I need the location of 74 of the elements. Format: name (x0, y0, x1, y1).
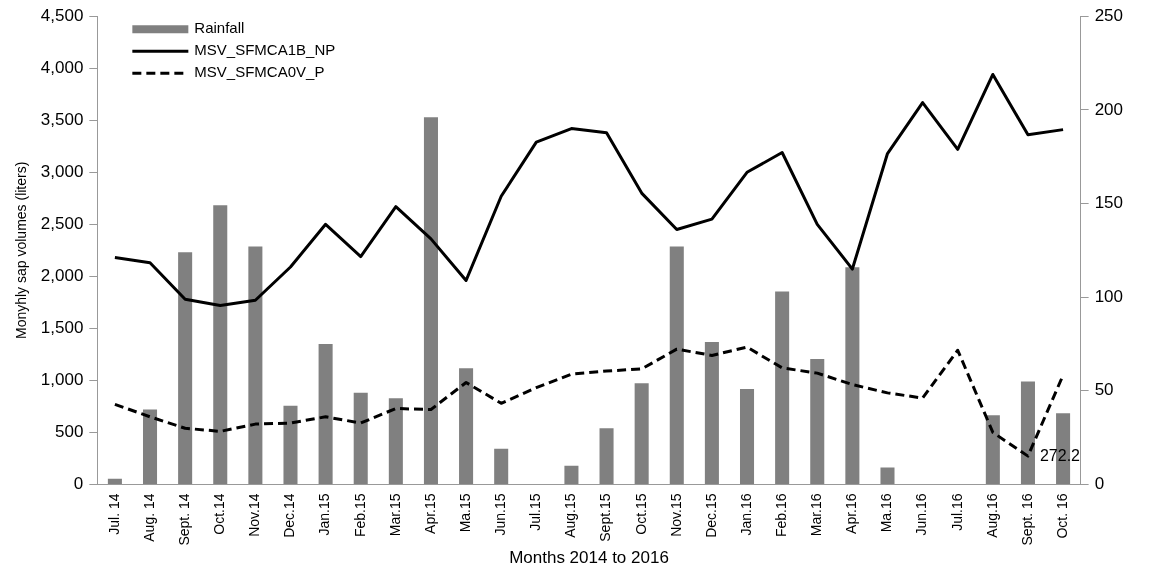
y-tick-label: 2,500 (40, 214, 84, 233)
bar (985, 415, 1000, 484)
x-tick-label: Mar.16 (808, 493, 825, 537)
y-axis-title: Monyhly sap volumes (liters) (13, 161, 30, 340)
bar (669, 246, 684, 484)
x-tick-label: Feb.15 (351, 493, 368, 538)
y-tick-label: 2,000 (40, 266, 84, 286)
bar (775, 291, 790, 484)
x-tick-label: Jun.16 (913, 493, 930, 536)
y-tick-label: 500 (54, 422, 84, 442)
x-tick-label: Aug.16 (983, 493, 1000, 538)
bar (740, 388, 755, 484)
bar (213, 205, 228, 484)
x-tick-label: Jan.16 (737, 493, 754, 536)
y2-tick-label: 0 (1094, 474, 1105, 494)
y-tick-label: 4,500 (40, 5, 84, 25)
bar (107, 478, 122, 484)
bar (494, 448, 509, 484)
bar (810, 358, 825, 484)
x-tick-label: Oct.15 (632, 493, 649, 535)
legend-label: Rainfall (194, 19, 245, 37)
x-axis-title: Months 2014 to 2016 (509, 548, 669, 568)
x-tick-label: Jun.15 (492, 493, 509, 536)
x-tick-label: Sept.15 (597, 493, 614, 542)
legend-label: MSV_SFMCA0V_P (194, 63, 325, 81)
x-tick-label: Jul.15 (527, 493, 544, 531)
bar (388, 398, 403, 484)
x-tick-label: Aug.15 (562, 493, 579, 538)
x-tick-label: Dec.15 (702, 493, 719, 538)
bar (845, 267, 860, 484)
x-tick-label: Sept. 14 (176, 493, 192, 546)
legend-label: MSV_SFMCA1B_NP (194, 41, 336, 59)
x-tick-label: Jul. 14 (105, 493, 122, 535)
x-tick-label: Jan.15 (316, 493, 333, 536)
bar (599, 428, 614, 484)
y-tick-label: 3,000 (40, 161, 84, 181)
bar (283, 405, 298, 484)
x-tick-label: Nov.14 (246, 493, 263, 537)
bar (1020, 381, 1035, 484)
x-tick-label: Ma.16 (878, 493, 895, 533)
bar (318, 343, 333, 484)
y-tick-label: 3,500 (40, 109, 84, 129)
y2-tick-label: 200 (1094, 99, 1124, 119)
x-tick-label: Sept. 16 (1018, 493, 1035, 546)
x-tick-label: Apr.16 (843, 493, 860, 534)
x-tick-label: Dec.14 (281, 493, 298, 538)
bar (459, 368, 474, 484)
bar (634, 383, 649, 484)
bar (353, 392, 368, 484)
data-label: 272.2 (1039, 446, 1081, 464)
y2-tick-label: 250 (1094, 5, 1124, 25)
x-tick-label: Jul.16 (948, 493, 965, 531)
x-tick-label: Aug. 14 (140, 493, 157, 542)
bar (704, 342, 719, 484)
x-tick-label: Apr.15 (421, 493, 438, 534)
bar (880, 467, 895, 484)
x-tick-label: Oct.14 (211, 493, 228, 535)
y-tick-label: 1,000 (40, 370, 84, 390)
x-tick-label: Oct. 16 (1053, 493, 1070, 539)
x-tick-label: Ma.15 (456, 493, 473, 533)
x-tick-label: Nov.15 (667, 493, 684, 537)
bar (564, 465, 579, 484)
y-tick-label: 4,000 (40, 57, 84, 77)
bar (142, 409, 158, 484)
y2-tick-label: 150 (1094, 193, 1124, 213)
y2-tick-label: 50 (1094, 380, 1114, 400)
y-tick-label: 1,500 (40, 318, 84, 338)
bar (248, 246, 263, 484)
bar (178, 252, 193, 484)
x-tick-label: Mar.15 (386, 493, 403, 537)
bar (423, 117, 438, 484)
x-tick-label: Feb.16 (773, 493, 789, 538)
y-tick-label: 0 (73, 474, 84, 494)
y2-tick-label: 100 (1094, 286, 1124, 306)
